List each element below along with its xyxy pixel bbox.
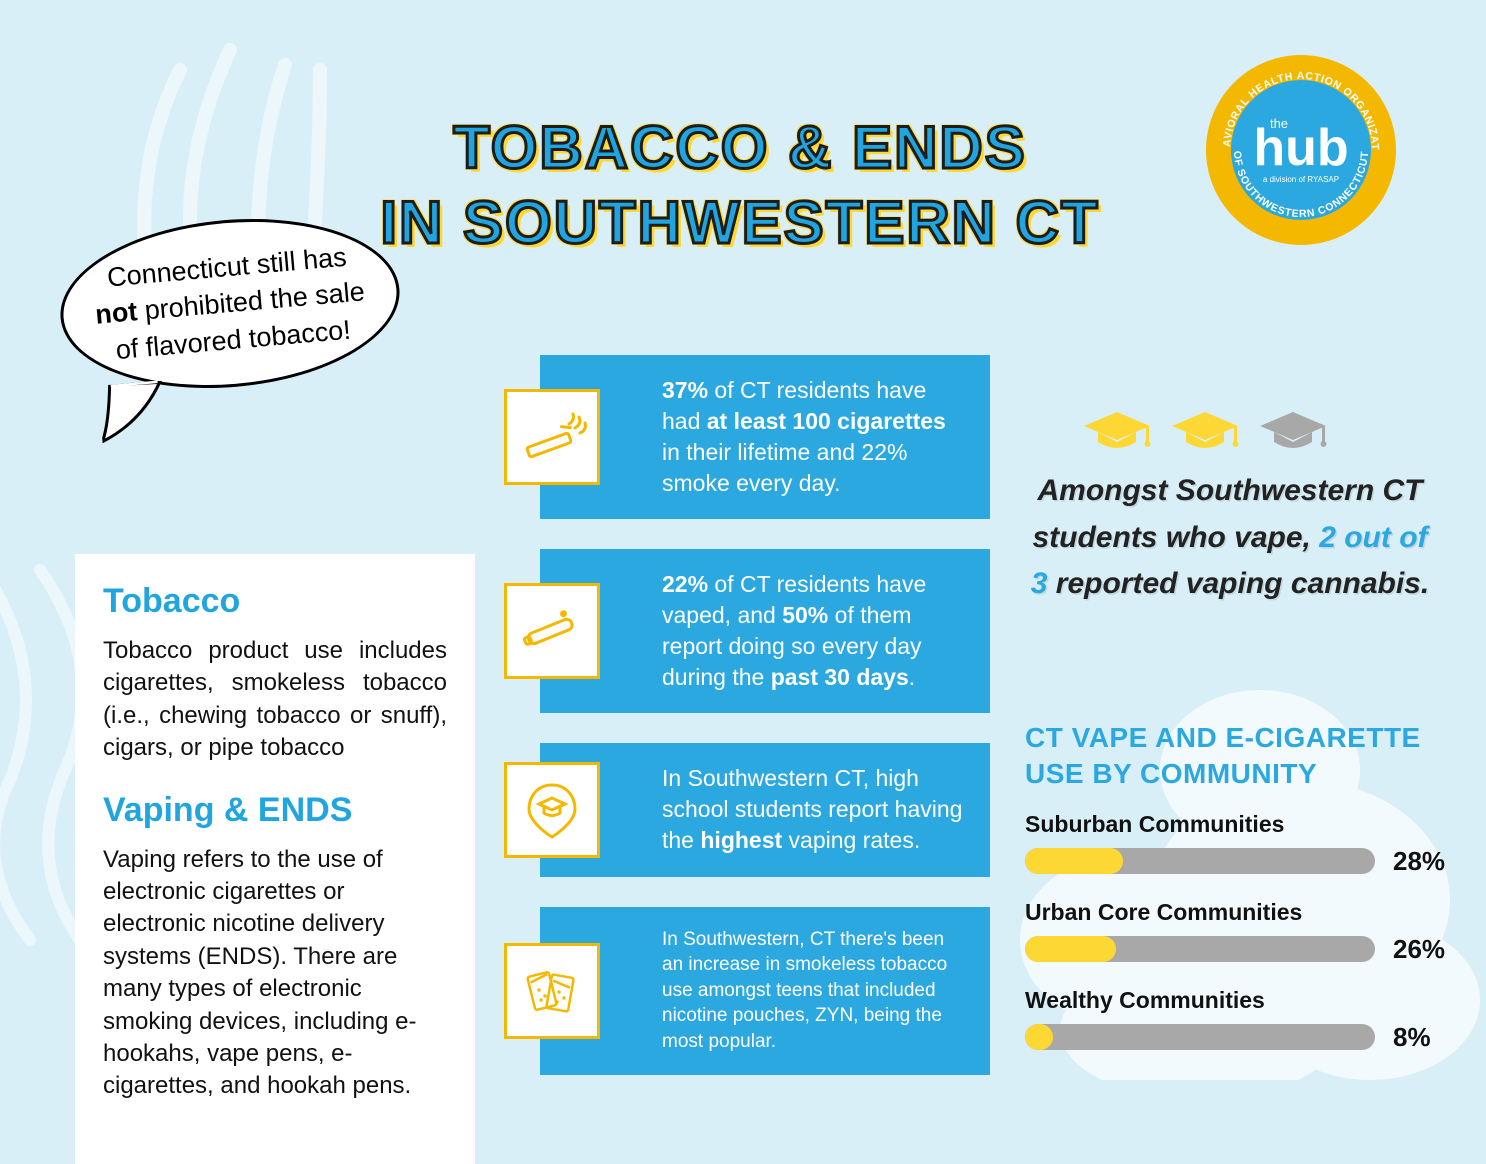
bar-label: Suburban Communities [1025, 811, 1465, 838]
stat-box: 37% of CT residents have had at least 10… [540, 355, 990, 519]
stat-text: In Southwestern, CT there's been an incr… [662, 927, 966, 1055]
tobacco-heading: Tobacco [103, 582, 447, 621]
bar-fill [1025, 936, 1116, 962]
bar-value: 8% [1393, 1022, 1431, 1053]
cap-stat-text: Amongst Southwestern CT students who vap… [1030, 468, 1430, 608]
bar-group: Urban Core Communities 26% [1025, 899, 1465, 965]
bar-track [1025, 1024, 1375, 1050]
cap-post: reported vaping cannabis. [1047, 567, 1429, 600]
svg-text:OF SOUTHWESTERN CONNECTICUT: OF SOUTHWESTERN CONNECTICUT [1231, 150, 1371, 220]
vaping-text: Vaping refers to the use of electronic c… [103, 844, 447, 1103]
bar-value: 26% [1393, 934, 1445, 965]
stat-box: In Southwestern, CT there's been an incr… [540, 907, 990, 1075]
logo-ring: BEHAVIORAL HEALTH ACTION ORGANIZATION OF… [1206, 55, 1396, 245]
stat-text: 37% of CT residents have had at least 10… [662, 375, 966, 499]
bubble-post: prohibited the sale of flavored tobacco! [114, 277, 365, 365]
bar-track [1025, 848, 1375, 874]
vaping-heading: Vaping & ENDS [103, 791, 447, 830]
title-line2: IN SOUTHWESTERN CT [380, 189, 1099, 256]
bar-track [1025, 936, 1375, 962]
stats-column: 37% of CT residents have had at least 10… [540, 355, 990, 1075]
bar-label: Wealthy Communities [1025, 987, 1465, 1014]
grad-cap-icon [1080, 408, 1154, 461]
bar-group: Wealthy Communities 8% [1025, 987, 1465, 1053]
title-line1: TOBACCO & ENDS [453, 114, 1027, 181]
speech-bubble: Connecticut still has not prohibited the… [60, 220, 410, 440]
cigarette-icon [504, 389, 600, 485]
tobacco-text: Tobacco product use includes cigarettes,… [103, 635, 447, 765]
definitions-card: Tobacco Tobacco product use includes cig… [75, 554, 475, 1164]
grad-cap-icon [1168, 408, 1242, 461]
main-title: TOBACCO & ENDS IN SOUTHWESTERN CT [370, 110, 1110, 260]
bubble-tail-icon [98, 379, 183, 446]
bar-label: Urban Core Communities [1025, 899, 1465, 926]
hub-logo: BEHAVIORAL HEALTH ACTION ORGANIZATION OF… [1206, 55, 1396, 245]
svg-text:BEHAVIORAL HEALTH ACTION ORGAN: BEHAVIORAL HEALTH ACTION ORGANIZATION [1206, 55, 1381, 151]
grad-cap-icon [1256, 408, 1330, 461]
vape-pen-icon [504, 583, 600, 679]
school-pin-icon [504, 762, 600, 858]
bar-fill [1025, 848, 1123, 874]
stat-box: In Southwestern CT, high school students… [540, 743, 990, 876]
bar-fill [1025, 1024, 1053, 1050]
pouch-icon [504, 943, 600, 1039]
community-chart: CT VAPE AND E-CIGARETTE USE BY COMMUNITY… [1025, 720, 1465, 1075]
bubble-bold: not [94, 297, 138, 331]
stat-text: 22% of CT residents have vaped, and 50% … [662, 569, 966, 693]
bar-value: 28% [1393, 846, 1445, 877]
bar-group: Suburban Communities 28% [1025, 811, 1465, 877]
stat-text: In Southwestern CT, high school students… [662, 763, 966, 856]
grad-cap-row [1080, 408, 1330, 461]
stat-box: 22% of CT residents have vaped, and 50% … [540, 549, 990, 713]
chart-title: CT VAPE AND E-CIGARETTE USE BY COMMUNITY [1025, 720, 1465, 793]
